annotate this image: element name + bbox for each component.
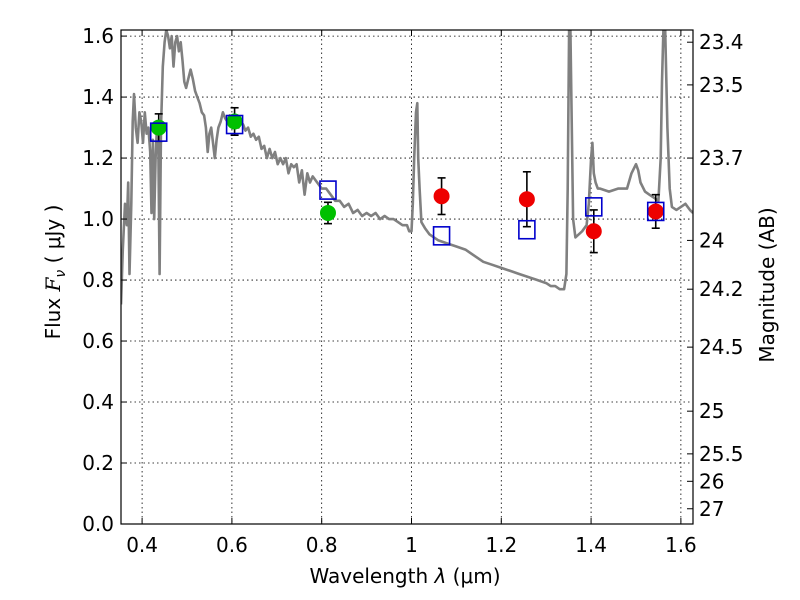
photometry-point [518, 191, 535, 208]
y2-tick-label: 26 [699, 469, 724, 493]
axis-ticks [121, 30, 693, 525]
y-tick-label: 0.6 [82, 329, 114, 353]
model-flux-square [646, 201, 665, 222]
y2-tick-label: 27 [699, 497, 724, 521]
y2-tick-label: 24 [699, 228, 724, 252]
model-flux-square [584, 197, 603, 217]
model-flux-square [225, 114, 244, 135]
y-tick-label: 0.0 [82, 512, 114, 536]
photometry-point [433, 188, 450, 205]
model-flux-square [518, 219, 536, 240]
photometry-point [150, 119, 167, 136]
photometry-point [319, 204, 336, 221]
x-tick-label: 1 [405, 533, 418, 557]
x-tick-label: 0.8 [306, 533, 338, 557]
x-axis-label-symbol: λ [433, 564, 446, 588]
y-tick-label: 1.6 [82, 24, 114, 48]
grid-lines [121, 30, 693, 525]
model-spectrum-series [121, 30, 693, 305]
x-tick-label: 1.4 [575, 533, 607, 557]
model-flux-square [319, 180, 337, 200]
y2-tick-label: 23.7 [699, 146, 744, 170]
y-axis-label-unit: ( μJy ) [41, 205, 65, 270]
y2-tick-label: 24.2 [699, 277, 744, 301]
model-flux-square [149, 122, 168, 142]
secondary-y-axis-label: Magnitude (AB) [755, 207, 779, 362]
y-axis-label: Flux Fν ( μJy ) [41, 205, 69, 340]
x-axis-label: Wavelength λ (μm) [309, 564, 500, 588]
y2-tick-label: 24.5 [699, 335, 744, 359]
y2-tick-label: 23.4 [699, 30, 744, 54]
y-axis-label-subscript: ν [53, 270, 69, 278]
photometry-markers [149, 106, 665, 254]
photometry-point [585, 223, 602, 240]
y-axis-label-symbol: F [41, 276, 65, 292]
y-tick-label: 1.2 [82, 146, 114, 170]
x-tick-label: 0.6 [216, 533, 248, 557]
y-tick-label: 0.8 [82, 268, 114, 292]
x-axis-label-unit: (μm) [446, 564, 500, 588]
y-tick-label: 1.0 [82, 207, 114, 231]
y2-tick-label: 25 [699, 399, 724, 423]
x-tick-label: 1.2 [485, 533, 517, 557]
x-axis-label-prefix: Wavelength [309, 564, 434, 588]
tick-labels: 0.4 0.6 0.8 1 1.2 1.4 1.6 0.0 0.2 0.4 0.6 0.8 1.0 1.2… [82, 24, 743, 557]
photometry-point [647, 203, 664, 220]
model-spectrum-line [121, 30, 693, 305]
x-tick-label: 0.4 [126, 533, 158, 557]
y-axis-label-prefix: Flux [41, 291, 65, 339]
model-flux-square [432, 226, 451, 246]
x-tick-label: 1.6 [665, 533, 697, 557]
y-tick-label: 1.4 [82, 85, 114, 109]
y-tick-label: 0.2 [82, 451, 114, 475]
y2-tick-label: 23.5 [699, 73, 744, 97]
y2-tick-label: 25.5 [699, 442, 744, 466]
plot-frame [120, 29, 694, 525]
y-tick-label: 0.4 [82, 390, 114, 414]
